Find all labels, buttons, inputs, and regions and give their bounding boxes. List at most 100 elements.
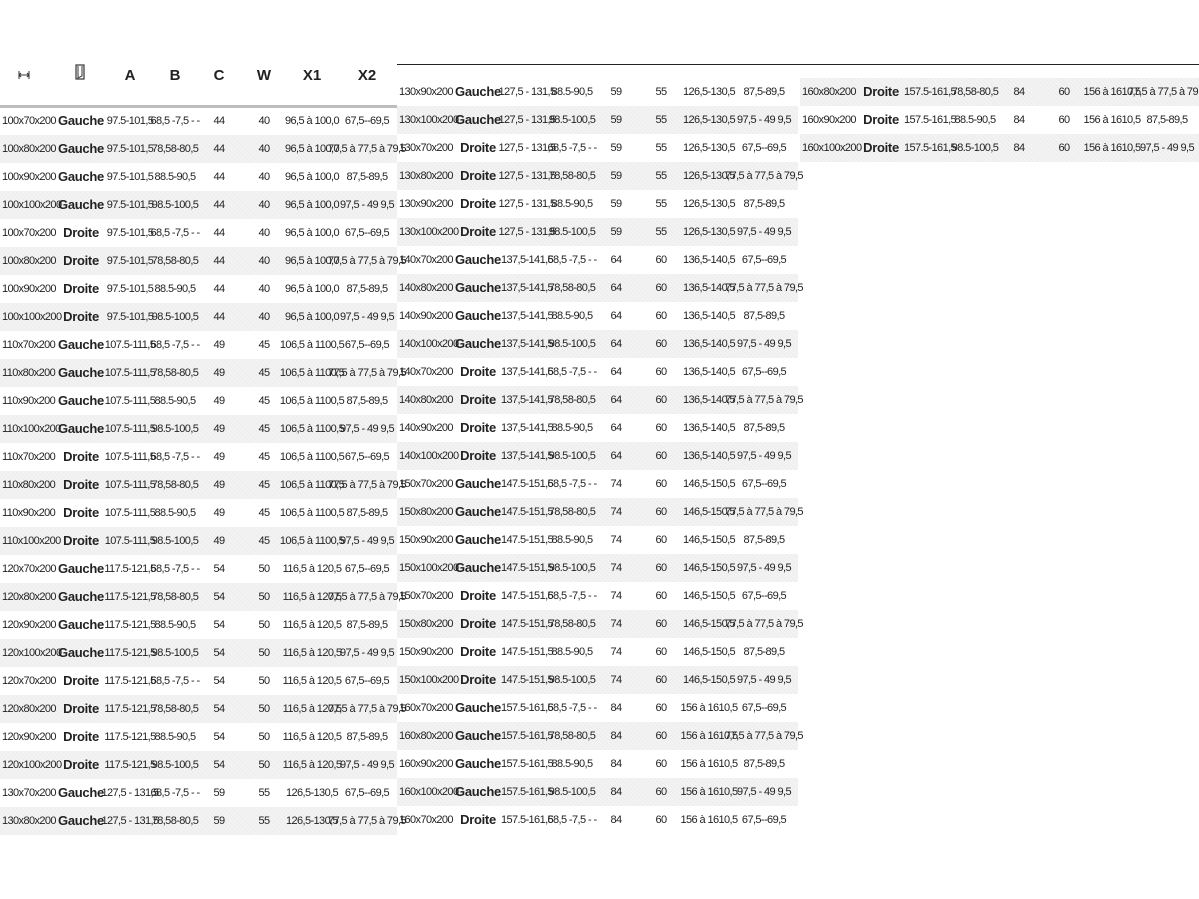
cell-a: 137,5-141,5 bbox=[500, 254, 554, 266]
cell-b: 68,5 -7,5 - - bbox=[547, 590, 597, 602]
cell-direction: Droite bbox=[460, 420, 496, 435]
cell-x2: 77,5 à 77,5 à 79,5 bbox=[328, 143, 406, 155]
cell-x2: 97,5 - 49 9,5 bbox=[340, 647, 395, 659]
cell-w: 60 bbox=[655, 730, 667, 742]
cell-x1: 126,5-130,5 bbox=[682, 114, 736, 126]
cell-direction: Droite bbox=[63, 477, 99, 492]
cell-size: 140x100x200 bbox=[399, 338, 459, 350]
cell-size: 130x70x200 bbox=[399, 142, 454, 154]
cell-x2: 97,5 - 49 9,5 bbox=[340, 759, 395, 771]
cell-direction: Gauche bbox=[58, 113, 104, 128]
cell-direction: Gauche bbox=[58, 337, 104, 352]
cell-x1: 136,5-140,5 bbox=[682, 394, 736, 406]
cell-b: 68,5 -7,5 - - bbox=[547, 142, 597, 154]
cell-a: 147.5-151,5 bbox=[500, 534, 554, 546]
cell-a: 127,5 - 131,5 bbox=[498, 198, 556, 210]
cell-x2: 97,5 - 49 9,5 bbox=[340, 199, 395, 211]
cell-x1: 116,5 à 120,5 bbox=[282, 703, 342, 715]
cell-x1: 96,5 à 100,0 bbox=[285, 255, 340, 267]
cell-x1: 126,5-130,5 bbox=[682, 142, 736, 154]
cell-size: 100x100x200 bbox=[2, 199, 62, 211]
cell-size: 120x90x200 bbox=[2, 731, 57, 743]
table-row: 130x100x200 Droite 127,5 - 131,5 98.5-100,5… bbox=[397, 218, 798, 246]
cell-x1: 146,5-150,5 bbox=[682, 646, 736, 658]
cell-w: 55 bbox=[258, 815, 270, 827]
cell-x2: 77,5 à 77,5 à 79,5 bbox=[328, 367, 406, 379]
cell-a: 107.5-111,5 bbox=[104, 507, 156, 519]
cell-x2: 87,5-89,5 bbox=[743, 534, 785, 546]
cell-direction: Gauche bbox=[455, 560, 501, 575]
cell-direction: Gauche bbox=[455, 700, 501, 715]
cell-size: 130x70x200 bbox=[2, 787, 57, 799]
cell-a: 137,5-141,5 bbox=[500, 310, 554, 322]
cell-x2: 97,5 - 49 9,5 bbox=[737, 786, 792, 798]
cell-x2: 87,5-89,5 bbox=[743, 646, 785, 658]
cell-c: 74 bbox=[610, 674, 622, 686]
table-row: 120x70x200 Gauche 117.5-121,5 68,5 -7,5 - -… bbox=[0, 555, 397, 583]
table-row: 120x90x200 Gauche 117.5-121,5 88.5-90,5 54 50… bbox=[0, 611, 397, 639]
cell-x1: 146,5-150,5 bbox=[682, 478, 736, 490]
table-row: 150x100x200 Droite 147.5-151,5 98.5-100,5 74… bbox=[397, 666, 798, 694]
cell-x2: 87,5-89,5 bbox=[743, 198, 785, 210]
cell-size: 140x90x200 bbox=[399, 310, 454, 322]
cell-x2: 77,5 à 77,5 à 79,5 bbox=[725, 618, 803, 630]
cell-direction: Gauche bbox=[58, 645, 104, 660]
cell-c: 64 bbox=[610, 338, 622, 350]
cell-w: 50 bbox=[258, 675, 270, 687]
cell-a: 147.5-151,5 bbox=[500, 590, 554, 602]
cell-x1: 136,5-140,5 bbox=[682, 366, 736, 378]
table-row: 150x90x200 Droite 147.5-151,5 88.5-90,5 74 60… bbox=[397, 638, 798, 666]
cell-x2: 67,5--69,5 bbox=[741, 366, 787, 378]
cell-a: 127,5 - 131,5 bbox=[498, 86, 556, 98]
cell-c: 49 bbox=[213, 339, 225, 351]
cell-c: 74 bbox=[610, 506, 622, 518]
cell-direction: Gauche bbox=[455, 112, 501, 127]
cell-x1: 96,5 à 100,0 bbox=[285, 143, 340, 155]
cell-x1: 156 à 1610,5 bbox=[680, 786, 738, 798]
cell-size: 110x90x200 bbox=[2, 395, 56, 407]
cell-c: 64 bbox=[610, 394, 622, 406]
cell-w: 60 bbox=[655, 310, 667, 322]
cell-size: 100x100x200 bbox=[2, 311, 62, 323]
top-divider bbox=[397, 64, 1199, 65]
cell-size: 120x70x200 bbox=[2, 675, 57, 687]
cell-direction: Droite bbox=[63, 533, 99, 548]
cell-b: 78,58-80,5 bbox=[548, 730, 596, 742]
cell-w: 60 bbox=[655, 814, 667, 826]
cell-x2: 77,5 à 77,5 à 79,5 bbox=[328, 815, 406, 827]
cell-c: 74 bbox=[610, 562, 622, 574]
cell-x2: 87,5-89,5 bbox=[743, 86, 785, 98]
cell-b: 68,5 -7,5 - - bbox=[547, 702, 597, 714]
table-row: 110x70x200 Gauche 107.5-111,5 68,5 -7,5 - -… bbox=[0, 331, 397, 359]
cell-a: 97.5-101,5 bbox=[106, 227, 154, 239]
cell-w: 40 bbox=[258, 283, 270, 295]
cell-x1: 126,5-130,5 bbox=[682, 198, 736, 210]
cell-x2: 67,5--69,5 bbox=[344, 339, 390, 351]
door-icon bbox=[60, 62, 100, 90]
table-row: 110x80x200 Gauche 107.5-111,5 78,58-80,5 49 4… bbox=[0, 359, 407, 387]
cell-size: 130x90x200 bbox=[399, 198, 454, 210]
cell-w: 55 bbox=[655, 114, 667, 126]
cell-direction: Droite bbox=[63, 701, 99, 716]
cell-size: 120x70x200 bbox=[2, 563, 57, 575]
cell-w: 50 bbox=[258, 591, 270, 603]
cell-x1: 136,5-140,5 bbox=[682, 254, 736, 266]
cell-x2: 67,5--69,5 bbox=[741, 702, 787, 714]
cell-b: 88.5-90,5 bbox=[154, 619, 196, 631]
cell-b: 88.5-90,5 bbox=[954, 114, 996, 126]
cell-w: 60 bbox=[655, 422, 667, 434]
table-row: 130x90x200 Gauche 127,5 - 131,5 88.5-90,5 59… bbox=[397, 78, 798, 106]
cell-b: 98.5-100,5 bbox=[548, 450, 596, 462]
cell-direction: Gauche bbox=[58, 561, 104, 576]
cell-size: 160x80x200 bbox=[399, 730, 454, 742]
cell-x1: 156 à 1610,5 bbox=[680, 814, 738, 826]
cell-size: 150x80x200 bbox=[399, 506, 454, 518]
cell-c: 84 bbox=[1013, 142, 1025, 154]
cell-x2: 67,5--69,5 bbox=[344, 227, 390, 239]
cell-x2: 87,5-89,5 bbox=[346, 731, 388, 743]
cell-b: 88.5-90,5 bbox=[154, 507, 196, 519]
cell-direction: Droite bbox=[63, 729, 99, 744]
cell-direction: Droite bbox=[863, 112, 899, 127]
cell-c: 49 bbox=[213, 451, 225, 463]
cell-x1: 136,5-140,5 bbox=[682, 338, 736, 350]
